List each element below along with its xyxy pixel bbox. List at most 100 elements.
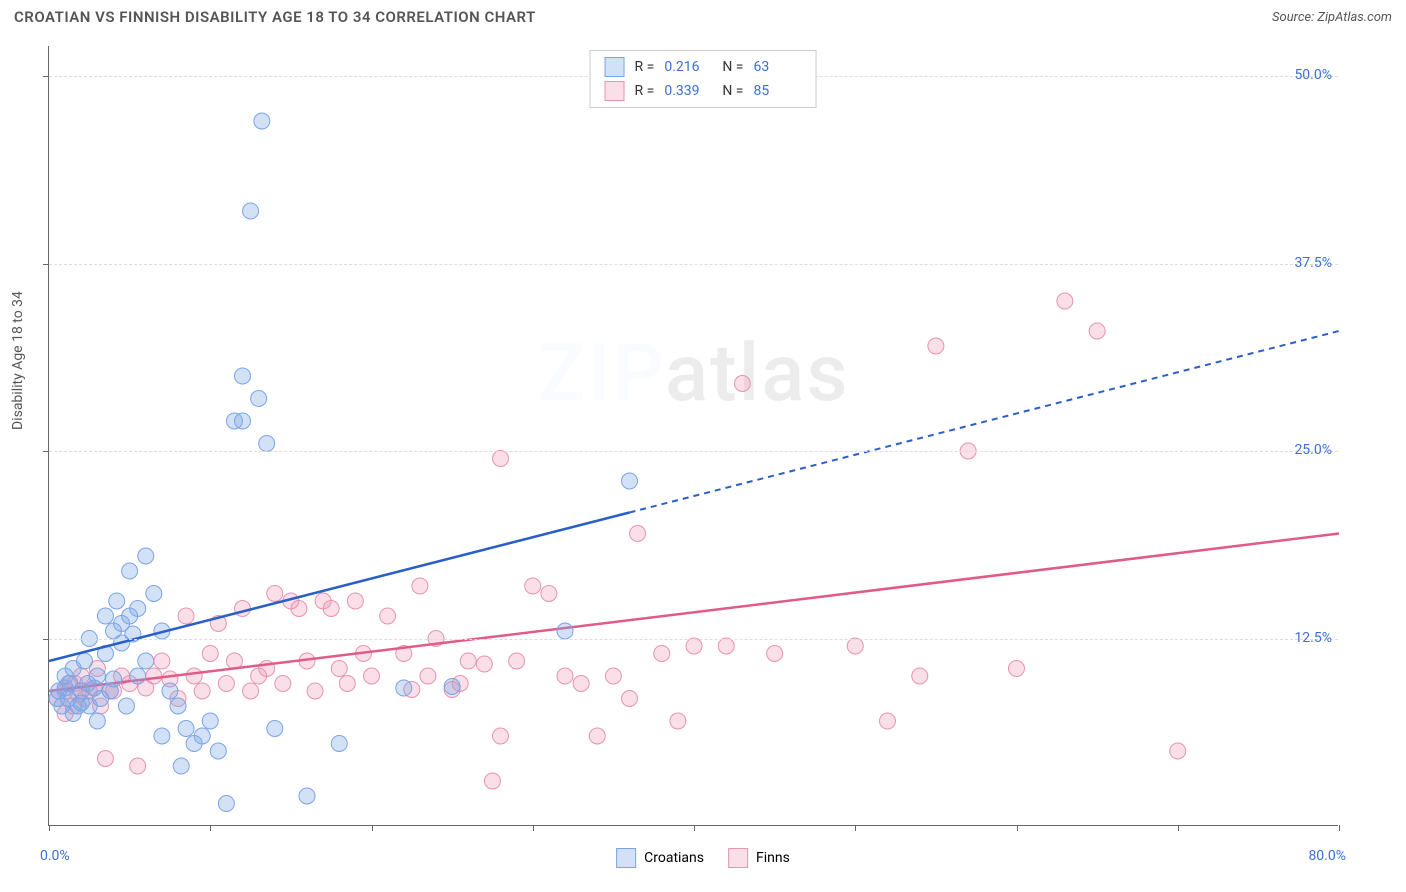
data-point [307, 683, 323, 699]
legend-item-finns: Finns [728, 848, 790, 868]
correlation-legend: R = 0.216 N = 63 R = 0.339 N = 85 [590, 50, 817, 108]
data-point [557, 623, 573, 639]
data-point [138, 653, 154, 669]
r-value-finns: 0.339 [664, 83, 712, 99]
data-point [460, 653, 476, 669]
data-point [541, 586, 557, 602]
data-point [380, 608, 396, 624]
data-point [210, 743, 226, 759]
swatch-finns [605, 81, 625, 101]
x-min-label: 0.0% [40, 848, 70, 864]
data-point [106, 671, 122, 687]
data-point [670, 713, 686, 729]
data-point [589, 728, 605, 744]
data-point [202, 646, 218, 662]
data-point [97, 608, 113, 624]
data-point [109, 593, 125, 609]
y-tick-label: 37.5% [1294, 255, 1332, 271]
data-point [654, 646, 670, 662]
data-point [130, 758, 146, 774]
data-point [605, 668, 621, 684]
series-legend: Croatians Finns [616, 848, 790, 868]
data-point [493, 728, 509, 744]
data-point [243, 683, 259, 699]
data-point [347, 593, 363, 609]
data-point [299, 788, 315, 804]
data-point [331, 661, 347, 677]
data-point [194, 728, 210, 744]
data-point [138, 548, 154, 564]
data-point [243, 203, 259, 219]
data-point [622, 691, 638, 707]
data-point [89, 668, 105, 684]
data-point [525, 578, 541, 594]
series-label: Croatians [644, 850, 704, 866]
data-point [573, 676, 589, 692]
data-point [1057, 293, 1073, 309]
y-tick-label: 12.5% [1294, 630, 1332, 646]
data-point [194, 683, 210, 699]
scatter-overlay [49, 46, 1338, 825]
chart-title: CROATIAN VS FINNISH DISABILITY AGE 18 TO… [14, 8, 536, 26]
data-point [364, 668, 380, 684]
data-point [162, 683, 178, 699]
data-point [509, 653, 525, 669]
data-point [89, 713, 105, 729]
data-point [259, 436, 275, 452]
data-point [928, 338, 944, 354]
data-point [97, 751, 113, 767]
legend-row-croatians: R = 0.216 N = 63 [591, 55, 816, 79]
data-point [146, 668, 162, 684]
y-tick-label: 50.0% [1294, 67, 1332, 83]
x-max-label: 80.0% [1308, 848, 1346, 864]
data-point [1089, 323, 1105, 339]
data-point [235, 413, 251, 429]
data-point [912, 668, 928, 684]
data-point [118, 698, 134, 714]
data-point [178, 721, 194, 737]
data-point [412, 578, 428, 594]
n-label: N = [722, 83, 743, 99]
y-axis-label: Disability Age 18 to 34 [10, 291, 26, 430]
r-label: R = [635, 83, 655, 99]
data-point [323, 601, 339, 617]
data-point [880, 713, 896, 729]
data-point [251, 391, 267, 407]
data-point [1170, 743, 1186, 759]
data-point [847, 638, 863, 654]
data-point [718, 638, 734, 654]
data-point [291, 601, 307, 617]
source-attribution: Source: ZipAtlas.com [1272, 10, 1392, 25]
data-point [202, 713, 218, 729]
data-point [235, 368, 251, 384]
data-point [339, 676, 355, 692]
data-point [178, 608, 194, 624]
trend-line-extrapolated [630, 331, 1340, 513]
data-point [734, 376, 750, 392]
data-point [275, 676, 291, 692]
data-point [557, 668, 573, 684]
data-point [130, 601, 146, 617]
data-point [686, 638, 702, 654]
data-point [154, 728, 170, 744]
data-point [267, 586, 283, 602]
data-point [186, 668, 202, 684]
legend-row-finns: R = 0.339 N = 85 [591, 79, 816, 103]
data-point [444, 679, 460, 695]
data-point [130, 668, 146, 684]
data-point [173, 758, 189, 774]
data-point [218, 676, 234, 692]
data-point [630, 526, 646, 542]
data-point [331, 736, 347, 752]
data-point [420, 668, 436, 684]
data-point [122, 563, 138, 579]
data-point [267, 721, 283, 737]
data-point [622, 473, 638, 489]
data-point [154, 653, 170, 669]
legend-item-croatians: Croatians [616, 848, 704, 868]
data-point [484, 773, 500, 789]
data-point [493, 451, 509, 467]
plot-area: ZIPatlas 12.5%25.0%37.5%50.0% [48, 46, 1338, 826]
data-point [476, 656, 492, 672]
data-point [76, 653, 92, 669]
